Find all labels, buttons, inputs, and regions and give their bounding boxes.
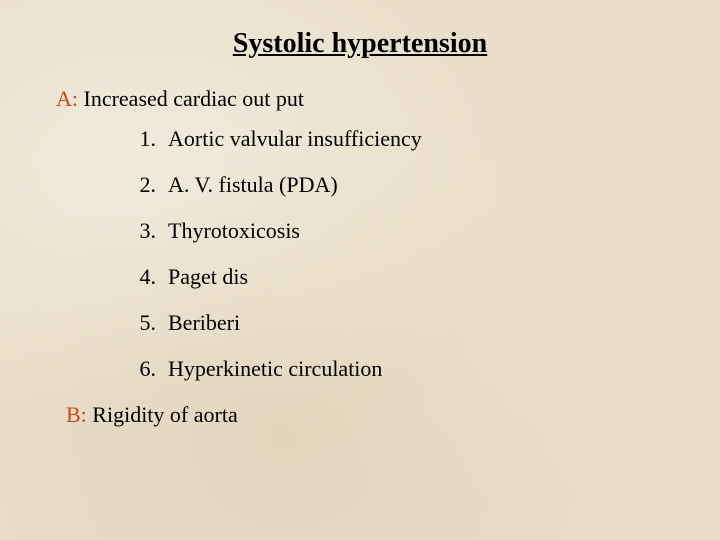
list-item: 5. Beriberi xyxy=(128,310,680,336)
list-item: 6. Hyperkinetic circulation xyxy=(128,356,680,382)
section-b-heading: B: Rigidity of aorta xyxy=(66,402,680,428)
section-a-heading: A: Increased cardiac out put xyxy=(56,86,680,112)
list-item-number: 1. xyxy=(128,126,156,152)
list-item-number: 3. xyxy=(128,218,156,244)
list-item: 1. Aortic valvular insufficiency xyxy=(128,126,680,152)
item-list: 1. Aortic valvular insufficiency 2. A. V… xyxy=(128,126,680,382)
list-item-text: Beriberi xyxy=(168,310,240,336)
list-item-text: Aortic valvular insufficiency xyxy=(168,126,422,152)
list-item-text: A. V. fistula (PDA) xyxy=(168,172,338,198)
list-item-number: 5. xyxy=(128,310,156,336)
section-b-label: Rigidity of aorta xyxy=(87,402,238,427)
list-item: 4. Paget dis xyxy=(128,264,680,290)
list-item-text: Thyrotoxicosis xyxy=(168,218,300,244)
slide-title: Systolic hypertension xyxy=(40,28,680,60)
list-item-number: 4. xyxy=(128,264,156,290)
slide-container: Systolic hypertension A: Increased cardi… xyxy=(0,0,720,540)
list-item: 3. Thyrotoxicosis xyxy=(128,218,680,244)
list-item-number: 2. xyxy=(128,172,156,198)
section-a-label: Increased cardiac out put xyxy=(78,86,304,111)
list-item-text: Paget dis xyxy=(168,264,248,290)
list-item-number: 6. xyxy=(128,356,156,382)
section-b-prefix: B: xyxy=(66,402,87,427)
list-item: 2. A. V. fistula (PDA) xyxy=(128,172,680,198)
section-a-prefix: A: xyxy=(56,86,78,111)
list-item-text: Hyperkinetic circulation xyxy=(168,356,382,382)
